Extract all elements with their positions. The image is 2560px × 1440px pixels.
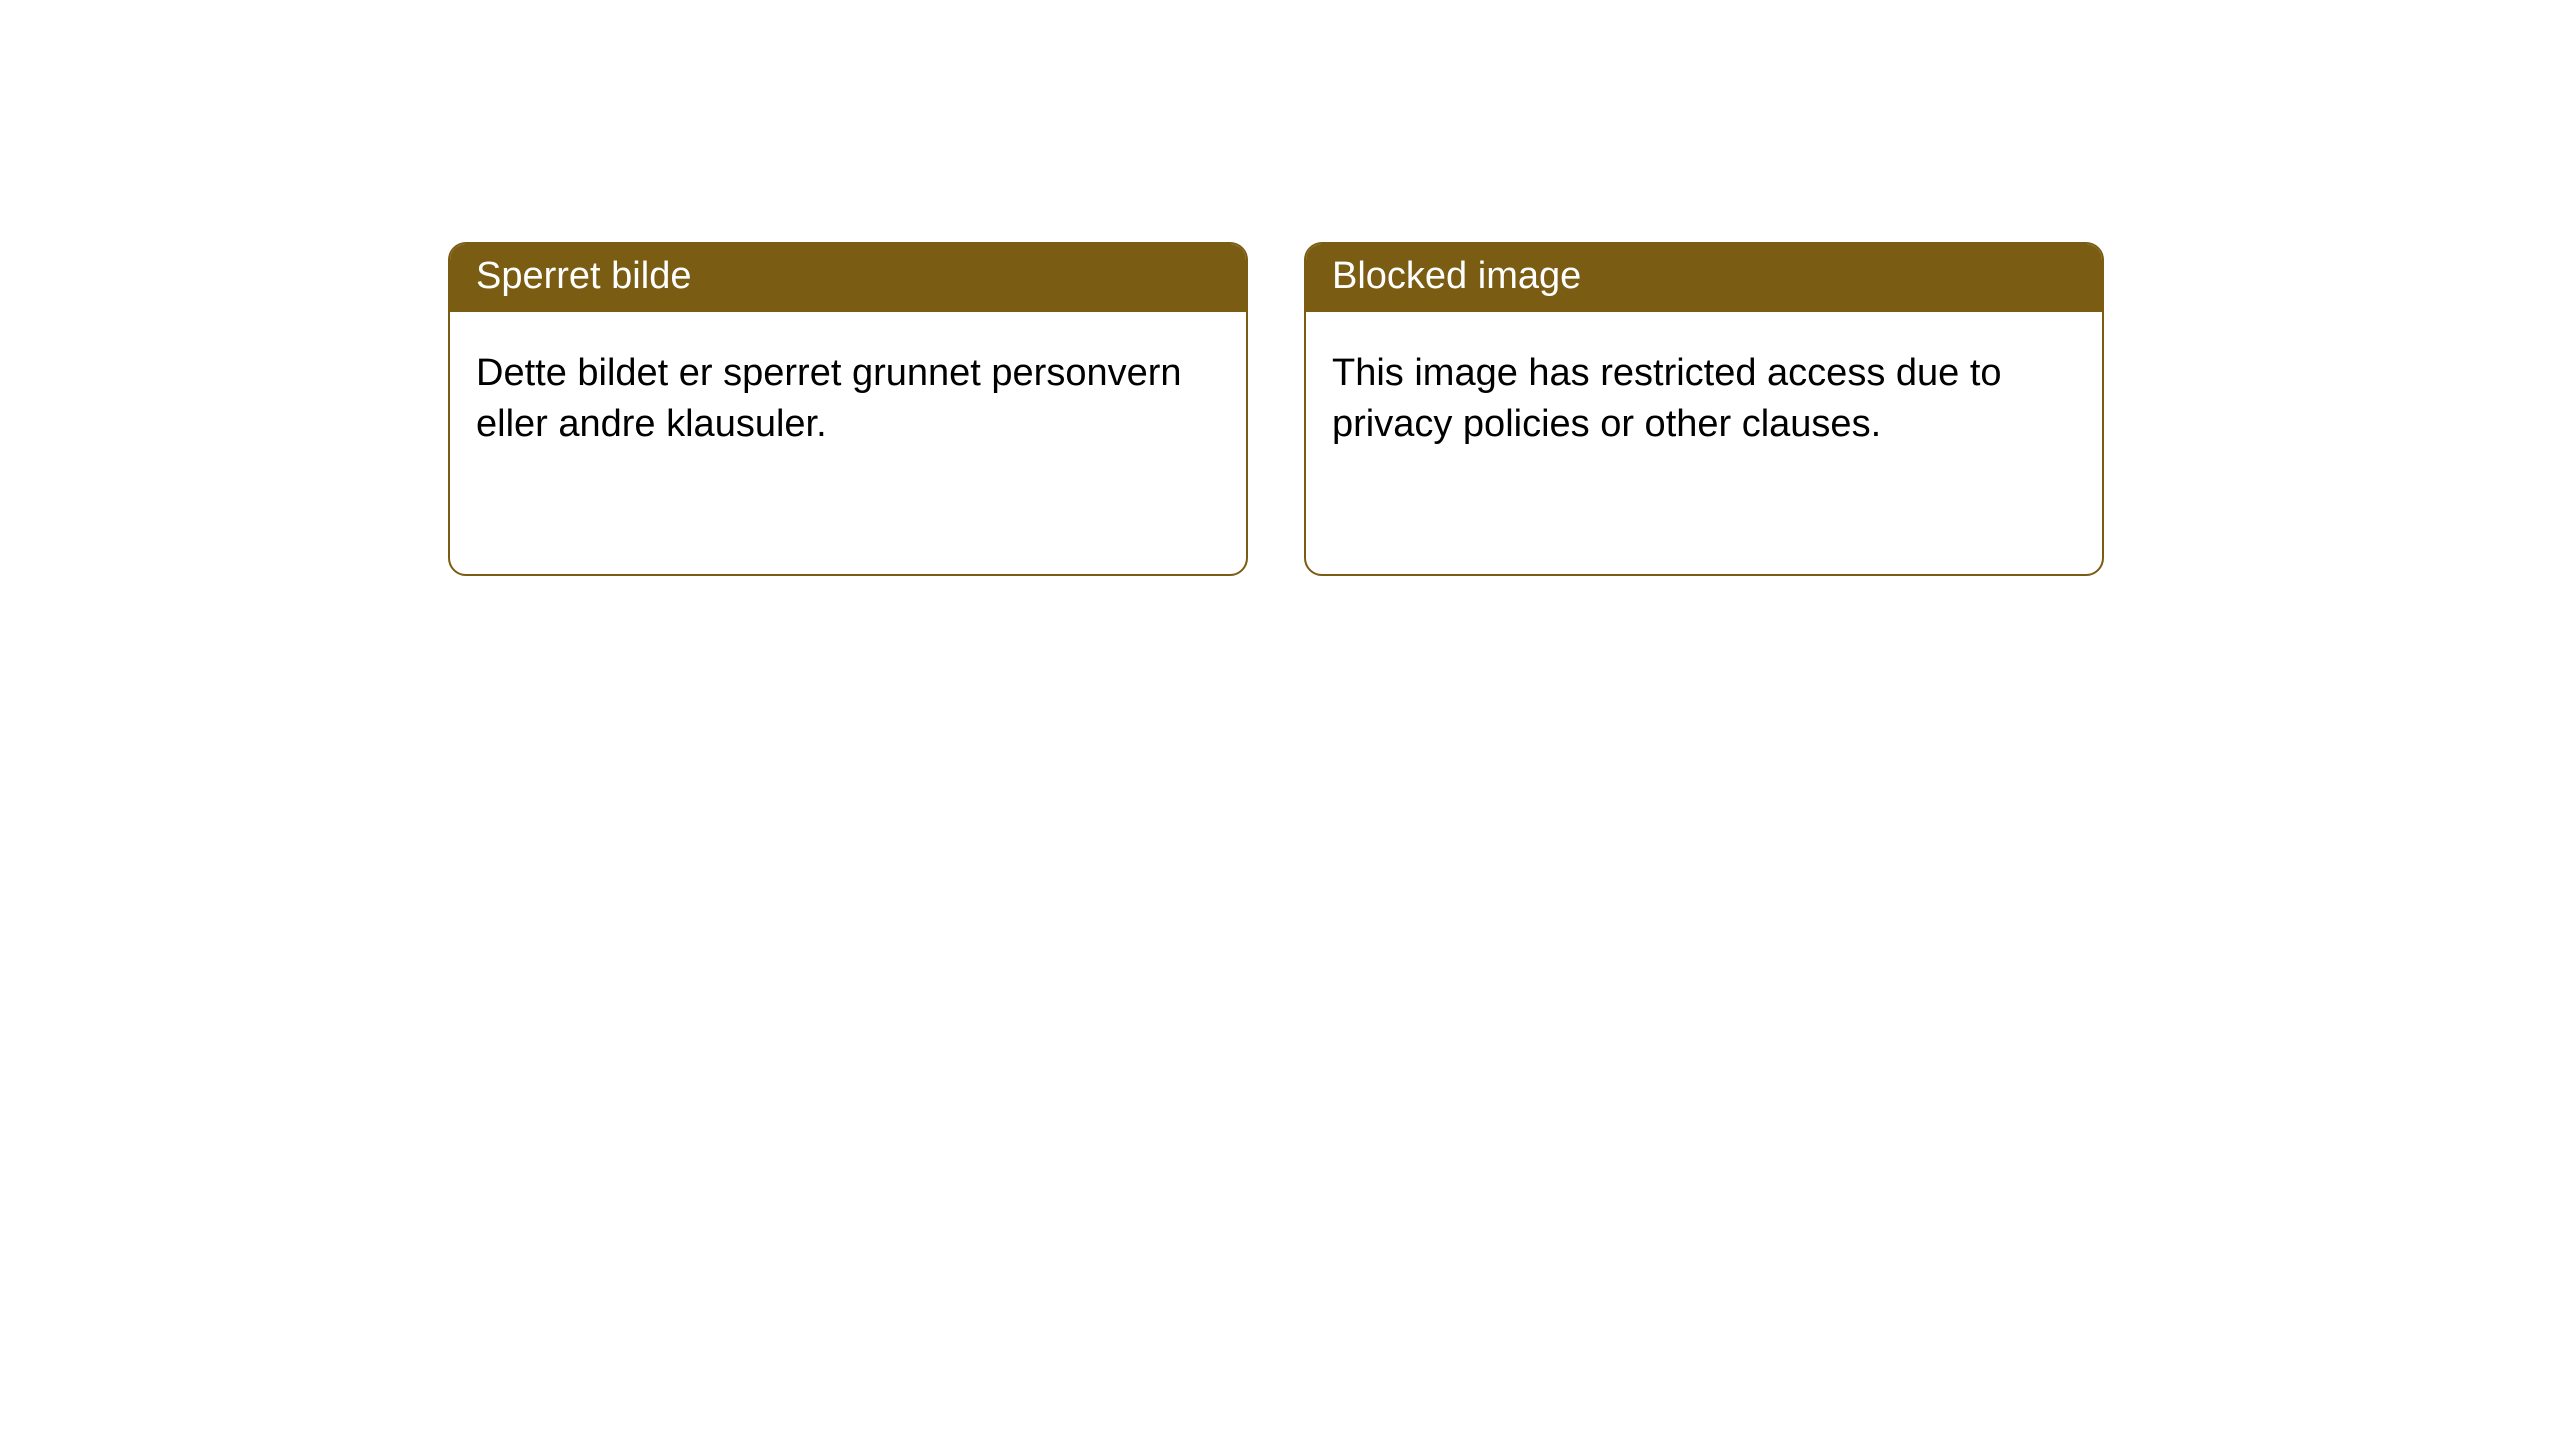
notice-card-norwegian: Sperret bilde Dette bildet er sperret gr… <box>448 242 1248 576</box>
card-title-norwegian: Sperret bilde <box>450 244 1246 312</box>
card-body-english: This image has restricted access due to … <box>1306 312 2102 477</box>
card-title-english: Blocked image <box>1306 244 2102 312</box>
notice-container: Sperret bilde Dette bildet er sperret gr… <box>0 0 2560 576</box>
card-body-norwegian: Dette bildet er sperret grunnet personve… <box>450 312 1246 477</box>
notice-card-english: Blocked image This image has restricted … <box>1304 242 2104 576</box>
